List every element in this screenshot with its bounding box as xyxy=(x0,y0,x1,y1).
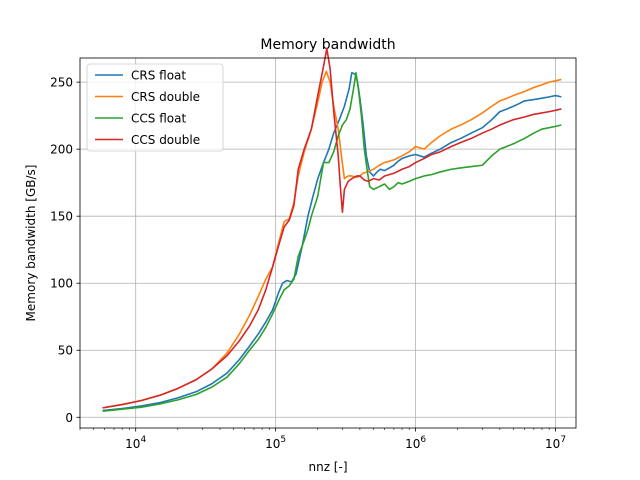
y-tick-label: 0 xyxy=(65,411,73,425)
x-tick-label-base: 10 xyxy=(265,437,280,451)
legend-label: CRS double xyxy=(131,90,200,104)
legend-label: CCS float xyxy=(131,112,186,126)
y-tick-label: 200 xyxy=(50,143,73,157)
series-line-crs-double xyxy=(102,70,562,409)
legend-label: CRS float xyxy=(131,69,186,83)
series-line-ccs-double xyxy=(102,47,562,409)
x-tick-label-exponent: 5 xyxy=(280,435,286,445)
x-tick-label-base: 10 xyxy=(405,437,420,451)
y-tick-label: 250 xyxy=(50,76,73,90)
x-tick-label: 105 xyxy=(265,435,286,451)
plot-frame xyxy=(79,57,577,429)
x-tick-label: 107 xyxy=(545,435,566,451)
x-tick-label: 106 xyxy=(405,435,426,451)
x-tick-label-base: 10 xyxy=(545,437,560,451)
y-tick-label: 50 xyxy=(58,344,73,358)
x-tick-label-base: 10 xyxy=(125,437,140,451)
y-axis-label: Memory bandwidth [GB/s] xyxy=(24,165,38,322)
legend: CRS float CRS double CCS float CCS double xyxy=(86,63,224,152)
x-tick-label-exponent: 4 xyxy=(140,435,146,445)
legend-label: CCS double xyxy=(131,133,200,147)
x-tick-label: 104 xyxy=(125,435,146,451)
y-tick-label: 100 xyxy=(50,277,73,291)
series-line-ccs-float xyxy=(102,71,562,413)
series-layer xyxy=(102,47,562,413)
x-tick-label-exponent: 7 xyxy=(560,435,566,445)
chart-title: Memory bandwidth xyxy=(260,37,395,53)
legend-box xyxy=(86,63,224,152)
x-axis-label: nnz [-] xyxy=(308,460,347,474)
x-tick-label-exponent: 6 xyxy=(420,435,426,445)
y-tick-label: 150 xyxy=(50,210,73,224)
